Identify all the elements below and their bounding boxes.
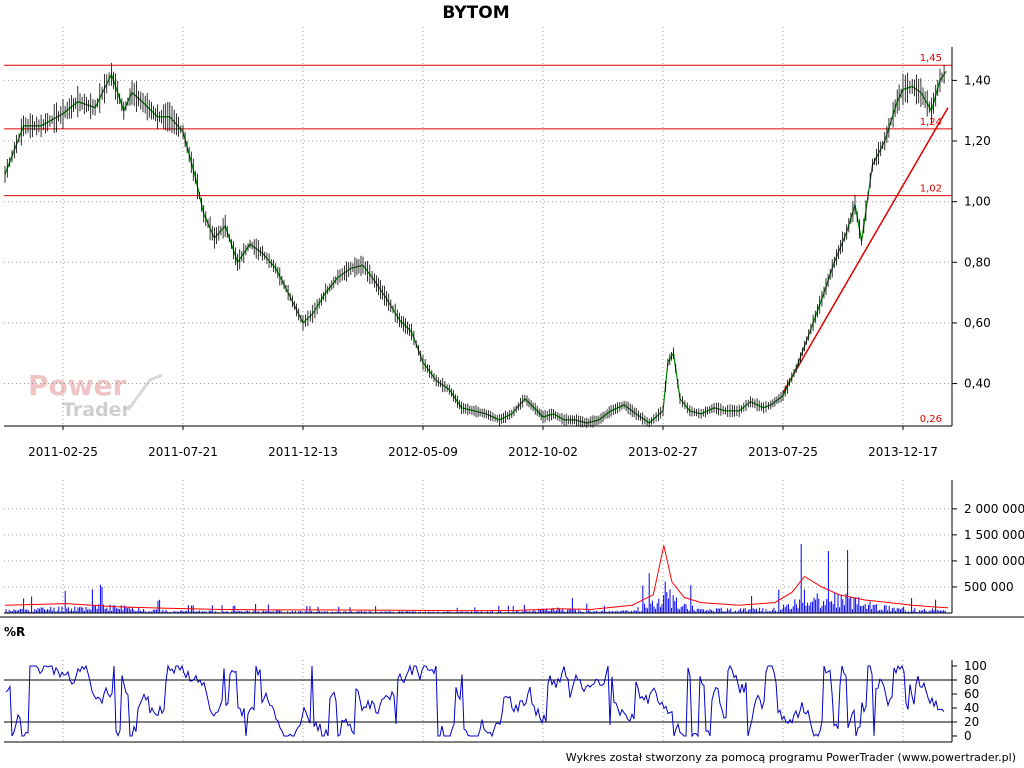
y-tick-label: 0,60 <box>964 316 991 330</box>
level-label: 1,02 <box>920 184 942 195</box>
williams-r-y-tick-label: 100 <box>964 659 987 673</box>
price-y-ticks: 0,40 0,60 0,80 1,00 1,20 1,40 <box>952 73 991 391</box>
volume-y-tick-label: 1 500 000 <box>964 528 1024 542</box>
y-tick-label: 1,40 <box>964 73 991 87</box>
watermark-trader: Trader <box>62 399 132 421</box>
williams-r-y-tick-label: 60 <box>964 687 979 701</box>
williams-r-y-tick-label: 0 <box>964 729 972 743</box>
price-plot-area <box>4 27 952 425</box>
williams-r-y-tick-label: 40 <box>964 701 979 715</box>
price-x-ticks: 2011-02-25 2011-07-21 2011-12-13 2012-05-09… <box>28 426 938 459</box>
watermark-swoosh <box>126 373 163 411</box>
williams-r-y-tick-label: 80 <box>964 673 979 687</box>
footer-credit: Wykres został stworzony za pomocą progra… <box>566 751 1016 764</box>
chart-title: BYTOM <box>442 3 509 23</box>
volume-panel: 500 000 1 000 000 1 500 000 2 000 000 <box>4 480 1024 614</box>
trendline <box>782 107 949 394</box>
volume-y-ticks: 500 000 1 000 000 1 500 000 2 000 000 <box>952 502 1024 594</box>
x-tick-label: 2013-07-25 <box>748 445 818 459</box>
x-tick-label: 2013-12-17 <box>868 445 938 459</box>
x-tick-label: 2011-07-21 <box>148 445 218 459</box>
x-tick-label: 2011-12-13 <box>268 445 338 459</box>
volume-average-line <box>4 545 949 612</box>
volume-grid <box>4 480 952 613</box>
volume-y-tick-label: 500 000 <box>964 580 1014 594</box>
support-resistance-lines: 1,45 1,24 1,02 0,26 <box>4 53 952 427</box>
y-tick-label: 1,00 <box>964 195 991 209</box>
watermark-power: Power <box>28 369 127 402</box>
volume-y-tick-label: 2 000 000 <box>964 502 1024 516</box>
y-tick-label: 1,20 <box>964 134 991 148</box>
williams-r-reference-lines <box>4 679 952 723</box>
x-tick-label: 2013-02-27 <box>628 445 698 459</box>
x-tick-label: 2012-10-02 <box>508 445 578 459</box>
level-label: 0,26 <box>920 414 942 425</box>
volume-average <box>4 545 949 612</box>
level-label: 1,45 <box>920 53 942 64</box>
price-panel: 1,45 1,24 1,02 0,26 0,40 0,60 0,80 1,00 1,20 1,4… <box>4 27 991 459</box>
williams-r-grid <box>62 660 904 742</box>
y-tick-label: 0,80 <box>964 255 991 269</box>
price-grid <box>4 27 952 426</box>
volume-y-tick-label: 1 000 000 <box>964 554 1024 568</box>
level-label: 1,24 <box>920 117 942 128</box>
x-tick-label: 2012-05-09 <box>388 445 458 459</box>
powertrader-watermark: Power Trader <box>28 369 163 421</box>
williams-r-y-tick-label: 20 <box>964 715 979 729</box>
price-line <box>4 70 947 424</box>
x-tick-label: 2011-02-25 <box>28 445 98 459</box>
volume-bars <box>5 544 946 613</box>
williams-r-series <box>5 664 945 738</box>
williams-r-label: %R <box>4 625 25 639</box>
williams-r-line <box>5 664 945 738</box>
y-tick-label: 0,40 <box>964 377 991 391</box>
price-series <box>4 62 947 429</box>
